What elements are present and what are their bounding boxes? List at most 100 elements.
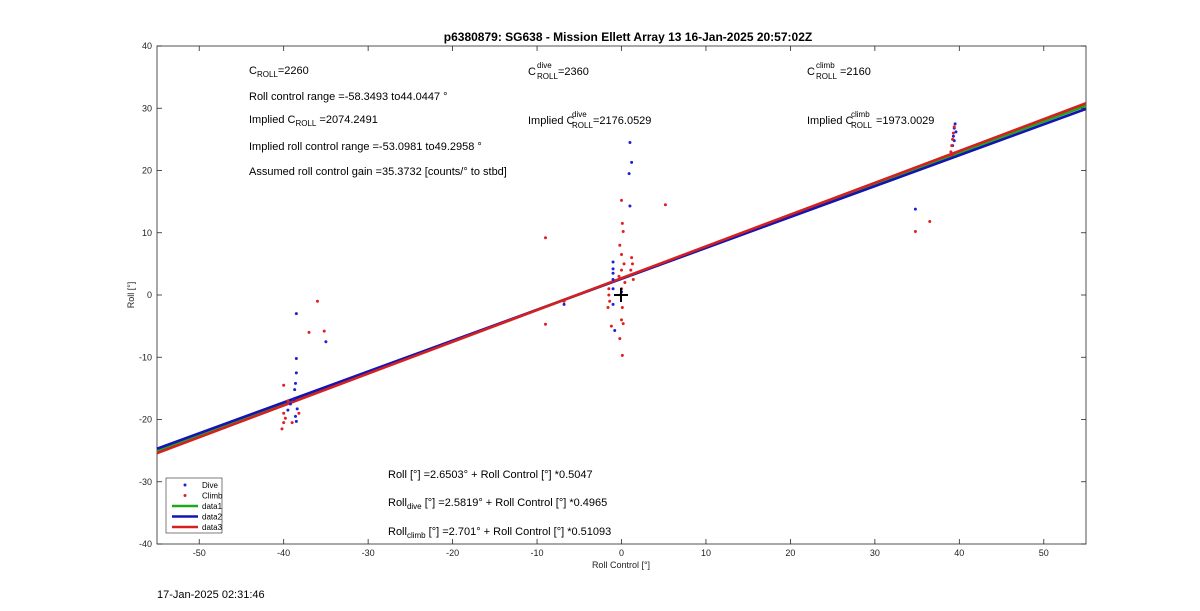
climb-point — [307, 330, 311, 334]
legend-label: data1 — [202, 502, 223, 511]
climb-point — [621, 322, 625, 326]
dive-point — [294, 356, 298, 360]
dive-point — [630, 160, 634, 164]
climb-point — [622, 262, 626, 266]
x-tick-label: -40 — [277, 548, 290, 558]
x-axis-ticks: -50 -40 -30 -20 -10 0 10 20 30 40 50 — [193, 46, 1049, 558]
climb-point — [628, 273, 632, 277]
dive-point — [611, 260, 615, 264]
x-tick-label: -50 — [193, 548, 206, 558]
climb-point — [630, 256, 634, 260]
dive-point — [562, 302, 566, 306]
climb-point — [928, 220, 932, 224]
climb-point — [297, 411, 301, 415]
c-roll-dive-annotation: C dive ROLL =2360 — [528, 61, 589, 81]
svg-text:=2160: =2160 — [840, 66, 871, 78]
climb-point — [282, 411, 286, 415]
svg-text:Implied C: Implied C — [528, 115, 575, 127]
dive-point — [613, 328, 617, 332]
y-tick-label: -40 — [139, 539, 152, 549]
dive-point — [954, 130, 958, 134]
implied-c-roll-climb-annotation: Implied C climb ROLL =1973.0029 — [807, 110, 934, 130]
dive-point — [324, 340, 328, 344]
legend-marker-climb — [183, 494, 187, 497]
climb-point — [286, 399, 290, 403]
y-tick-label: 20 — [142, 166, 152, 176]
legend-label: data3 — [202, 523, 223, 532]
climb-point — [617, 274, 621, 278]
dive-point — [295, 407, 299, 411]
climb-point — [315, 299, 319, 303]
climb-point — [950, 144, 954, 148]
climb-point — [543, 322, 547, 326]
climb-point — [913, 230, 917, 234]
svg-text:C: C — [807, 66, 815, 78]
climb-point — [283, 416, 287, 420]
svg-text:climb: climb — [851, 110, 870, 119]
climb-point — [620, 318, 623, 322]
dive-point — [292, 398, 296, 402]
climb-point — [631, 277, 635, 281]
svg-text:C: C — [528, 66, 536, 78]
climb-point — [620, 221, 624, 225]
climb-point — [280, 427, 284, 431]
climb-point — [618, 337, 622, 341]
climb-point — [608, 299, 612, 303]
y-tick-label: -10 — [139, 352, 152, 362]
fit-lines — [156, 102, 1087, 455]
dive-point — [294, 312, 298, 316]
y-tick-label: 30 — [142, 103, 152, 113]
roll-range-annotation: Roll control range =-58.3493 to44.0447 ° — [249, 91, 448, 103]
y-tick-label: -20 — [139, 415, 152, 425]
climb-point — [951, 131, 955, 135]
climb-point — [609, 324, 613, 328]
climb-point — [282, 421, 286, 425]
dive-point — [951, 134, 955, 138]
climb-point — [950, 153, 954, 157]
generation-timestamp: 17-Jan-2025 02:31:46 — [157, 589, 265, 601]
x-tick-label: -30 — [362, 548, 375, 558]
implied-c-roll-annotation: Implied CROLL =2074.2491 — [249, 114, 378, 128]
fit-equation-all: Roll [°] =2.6503° + Roll Control [°] *0.… — [388, 469, 593, 481]
legend-label: Climb — [202, 492, 223, 501]
implied-range-annotation: Implied roll control range =-53.0981 to4… — [249, 141, 482, 153]
legend-marker-dive — [183, 483, 187, 487]
climb-point — [607, 293, 611, 297]
svg-text:Implied C: Implied C — [807, 115, 854, 127]
climb-point — [607, 287, 611, 291]
svg-text:climb: climb — [816, 61, 835, 70]
svg-text:dive: dive — [572, 110, 587, 119]
x-tick-label: 0 — [619, 548, 624, 558]
implied-c-roll-dive-annotation: Implied C dive ROLL =2176.0529 — [528, 110, 651, 130]
fit-equation-dive: Rolldive [°] =2.5819° + Roll Control [°]… — [388, 497, 607, 511]
x-tick-label: -10 — [531, 548, 544, 558]
climb-point — [663, 203, 667, 207]
dive-point — [294, 414, 298, 418]
fit-equation-climb: Rollclimb [°] =2.701° + Roll Control [°]… — [388, 526, 611, 540]
climb-point — [620, 268, 623, 272]
climb-point — [951, 137, 955, 141]
y-axis-ticks: 40 30 20 10 0 -10 -20 -30 -40 — [139, 41, 1086, 549]
svg-text:dive: dive — [537, 61, 552, 70]
dive-point — [286, 408, 290, 412]
climb-point — [629, 268, 633, 272]
dive-point — [288, 402, 292, 406]
dive-point — [627, 172, 631, 176]
dive-point — [628, 204, 632, 208]
x-tick-label: -20 — [446, 548, 459, 558]
svg-text:ROLL: ROLL — [572, 121, 593, 130]
climb-point — [282, 383, 286, 387]
c-roll-climb-annotation: C climb ROLL =2160 — [807, 61, 871, 81]
x-tick-label: 20 — [785, 548, 795, 558]
x-tick-label: 40 — [954, 548, 964, 558]
climb-point — [620, 253, 623, 257]
dive-point — [628, 140, 632, 144]
dive-point — [953, 122, 957, 126]
x-tick-label: 30 — [870, 548, 880, 558]
dive-point — [611, 277, 615, 281]
y-tick-label: 0 — [147, 290, 152, 300]
climb-point — [543, 236, 547, 240]
svg-text:ROLL: ROLL — [537, 72, 558, 81]
